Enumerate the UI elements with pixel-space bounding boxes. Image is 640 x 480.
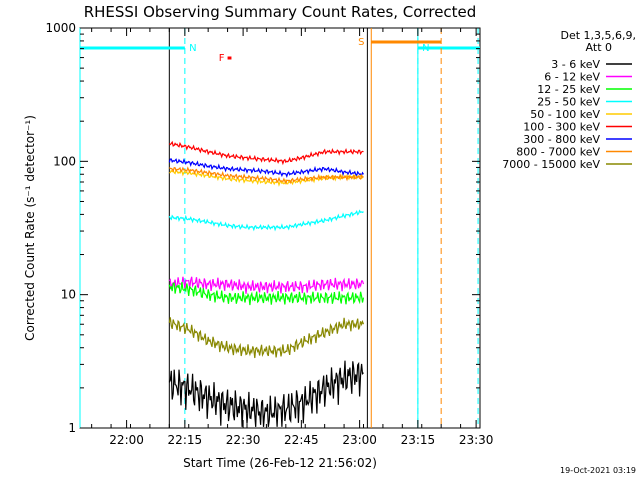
legend-header-line1: Det 1,3,5,6,9, (560, 29, 636, 42)
footer-timestamp: 19-Oct-2021 03:19 (560, 466, 636, 475)
legend-entry-label: 300 - 800 keV (523, 133, 600, 146)
series-line (168, 317, 365, 359)
legend-entry-label: 3 - 6 keV (551, 58, 600, 71)
y-tick-label: 100 (53, 154, 76, 168)
legend-entry-label: 6 - 12 keV (544, 71, 600, 84)
flag-label: S (358, 37, 364, 48)
x-tick-label: 22:30 (226, 433, 261, 447)
legend-header-line2: Att 0 (586, 41, 612, 54)
flag-label: N (422, 43, 429, 54)
legend-entry-label: 25 - 50 keV (537, 96, 600, 109)
x-axis-label: Start Time (26-Feb-12 21:56:02) (183, 456, 377, 470)
legend-entry-label: 800 - 7000 keV (516, 146, 600, 159)
x-tick-label: 23:00 (342, 433, 377, 447)
series-line (168, 276, 365, 294)
x-tick-label: 23:15 (401, 433, 436, 447)
legend-entry-label: 7000 - 15000 keV (502, 158, 600, 171)
series-line (168, 209, 364, 232)
series-lines (168, 140, 365, 427)
y-axis-label: Corrected Count Rate (s⁻¹ detector⁻¹) (23, 115, 37, 341)
legend-entry-label: 12 - 25 keV (537, 83, 600, 96)
series-line (168, 282, 365, 306)
legend-entry-label: 50 - 100 keV (530, 108, 600, 121)
x-tick-label: 22:15 (168, 433, 203, 447)
legend-entry-label: 100 - 300 keV (523, 121, 600, 134)
chart-title: RHESSI Observing Summary Count Rates, Co… (84, 3, 477, 21)
y-tick-label: 1 (68, 421, 76, 435)
series-line (168, 166, 364, 185)
y-tick-label: 1000 (45, 21, 76, 35)
flag-label: N (189, 43, 196, 54)
y-axis-ticks: 1 10 100 1000 (45, 21, 480, 435)
flag-label: F (219, 53, 225, 64)
flag-markers: N N S F (80, 28, 480, 428)
x-axis-ticks: 22:00 22:15 22:30 22:45 23:00 23:15 23:30 (91, 28, 494, 447)
y-tick-label: 10 (61, 288, 76, 302)
series-line (169, 168, 364, 187)
x-tick-label: 22:45 (284, 433, 319, 447)
series-line (168, 360, 364, 427)
x-tick-label: 22:00 (109, 433, 144, 447)
series-line (168, 158, 364, 179)
series-line (168, 140, 364, 166)
x-tick-label: 23:30 (459, 433, 494, 447)
